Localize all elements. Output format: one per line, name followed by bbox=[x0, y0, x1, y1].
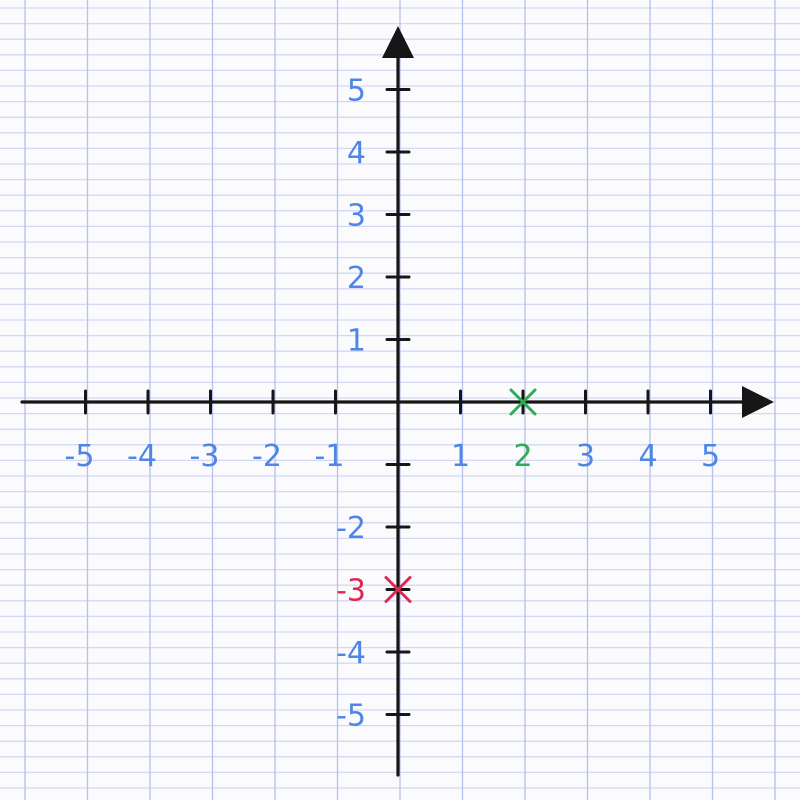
x-tick-label: 3 bbox=[576, 439, 595, 474]
y-tick-label: -4 bbox=[336, 636, 366, 671]
y-tick-label: 3 bbox=[347, 199, 366, 234]
plotted-points bbox=[384, 388, 537, 603]
y-tick-label: -3 bbox=[336, 574, 366, 609]
y-tick-label: 5 bbox=[347, 74, 366, 109]
x-tick-label: -4 bbox=[127, 439, 157, 474]
y-tick-label: 4 bbox=[347, 136, 366, 171]
x-tick-label: -3 bbox=[190, 439, 220, 474]
y-tick-label: -2 bbox=[336, 511, 366, 546]
x-tick-label: -5 bbox=[65, 439, 95, 474]
tick-labels: -5 -4 -3 -2 -1 1 2 3 4 5 5 4 3 2 1 -2 -3 -4 -5 bbox=[65, 74, 721, 734]
axes bbox=[20, 26, 774, 777]
x-tick-label: -2 bbox=[252, 439, 282, 474]
x-tick-label: -1 bbox=[315, 439, 345, 474]
cross-stroke bbox=[384, 576, 412, 603]
x-tick-label: 5 bbox=[701, 439, 720, 474]
point-marker-green bbox=[509, 388, 537, 416]
y-axis-arrow bbox=[382, 26, 414, 58]
y-tick-label: 1 bbox=[347, 324, 366, 359]
y-tick-label: -5 bbox=[336, 699, 366, 734]
x-tick-label: 2 bbox=[513, 439, 532, 474]
cross-stroke bbox=[509, 388, 537, 416]
x-tick-label: 4 bbox=[638, 439, 657, 474]
point-marker-red bbox=[384, 576, 412, 603]
y-tick-label: 2 bbox=[347, 261, 366, 296]
x-tick-label: 1 bbox=[451, 439, 470, 474]
x-axis-arrow bbox=[742, 386, 774, 418]
